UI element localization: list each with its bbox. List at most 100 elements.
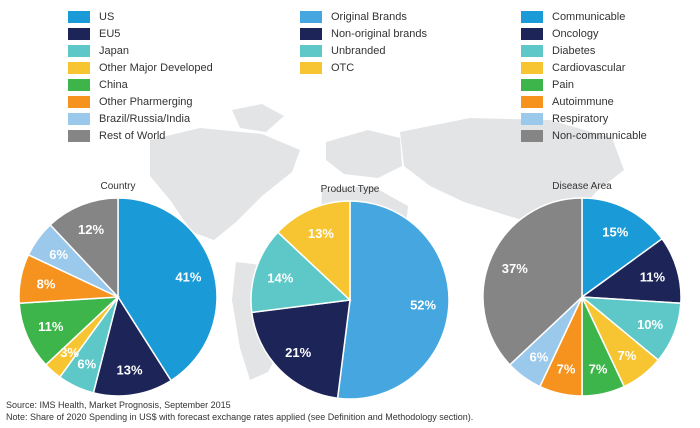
slice-label: 37% [502,261,528,276]
legend-label: Cardiovascular [552,61,626,74]
legend-item: Non-original brands [300,25,427,42]
legend-item: Autoimmune [521,93,647,110]
legend-item: Non-communicable [521,127,647,144]
slice-label: 3% [60,345,79,360]
chart-title: Product Type [321,184,380,195]
legend-product-type: Original Brands Non-original brands Unbran… [300,8,427,76]
slice-china [18,296,121,366]
legend-item: Other Major Developed [68,59,213,76]
legend-swatch [68,78,90,91]
legend-item: Cardiovascular [521,59,647,76]
legend-item: Diabetes [521,42,647,59]
legend-label: Brazil/Russia/India [99,112,191,125]
legend-swatch [521,95,543,108]
slice-label: 6% [77,356,96,371]
chart-title: Disease Area [552,181,612,192]
legend-item: US [68,8,213,25]
legend-item: EU5 [68,25,213,42]
pie-country: 41%13%6%3%11%8%6%12%Country [18,181,218,397]
legend-label: Other Pharmerging [99,95,193,108]
slice-label: 52% [410,298,436,313]
legend-label: US [99,10,115,23]
slice-oncology [579,237,682,305]
slice-label: 13% [308,226,334,241]
slice-rest-of-world [49,197,119,299]
legend-item: Original Brands [300,8,427,25]
legend-label: Non-original brands [331,27,427,40]
legend-country: US EU5 Japan Other Major Developed China Othe… [68,8,213,144]
legend-item: Japan [68,42,213,59]
legend-swatch [68,129,90,142]
legend-label: Respiratory [552,112,609,125]
legend-swatch [68,95,90,108]
slice-unbranded [250,231,352,314]
legend-swatch [300,27,322,40]
legend-label: Unbranded [331,44,386,57]
pie-product-type: 52% 21% 14% 13% Product Type [250,184,450,400]
slice-label: 7% [618,348,637,363]
legend-disease-area: Communicable Oncology Diabetes Cardiovascul… [521,8,647,144]
slice-label: 13% [116,362,142,377]
slice-otc [276,200,351,302]
slice-original-brands [336,200,450,400]
legend-label: Non-communicable [552,129,647,142]
legend-label: Rest of World [99,129,166,142]
legend-swatch [68,61,90,74]
legend-swatch [521,129,543,142]
legend-label: Japan [99,44,129,57]
slice-non-communicable [482,197,583,366]
source-note: Source: IMS Health, Market Prognosis, Se… [6,400,231,410]
legend-swatch [68,44,90,57]
legend-swatch [68,27,90,40]
legend-item: Other Pharmerging [68,93,213,110]
methodology-note: Note: Share of 2020 Spending in US$ with… [6,412,474,422]
legend-label: EU5 [99,27,121,40]
legend-label: Pain [552,78,575,91]
slice-eu5 [92,295,173,397]
legend-label: Communicable [552,10,626,23]
slice-label: 15% [602,225,628,240]
legend-swatch [300,61,322,74]
slice-label: 8% [37,276,56,291]
legend-swatch [521,78,543,91]
slice-label: 10% [637,317,663,332]
legend-swatch [68,10,90,23]
legend-label: China [99,78,128,91]
slice-label: 21% [285,345,311,360]
legend-swatch [521,10,543,23]
legend-label: OTC [331,61,355,74]
legend-label: Diabetes [552,44,596,57]
slice-label: 14% [267,270,293,285]
legend-item: Rest of World [68,127,213,144]
slice-label: 6% [49,247,68,262]
legend-swatch [68,112,90,125]
legend-item: Communicable [521,8,647,25]
slice-label: 11% [640,270,666,285]
legend-swatch [521,44,543,57]
legend-label: Original Brands [331,10,407,23]
slice-label: 7% [557,362,576,377]
legend-swatch [521,27,543,40]
slice-non-original-brands [250,299,351,400]
legend-item: Pain [521,76,647,93]
slice-label: 12% [78,222,104,237]
chart-title: Country [100,181,135,192]
legend-item: China [68,76,213,93]
legend-item: OTC [300,59,427,76]
legend-item: Brazil/Russia/India [68,110,213,127]
legend-label: Autoimmune [552,95,614,108]
legend-swatch [521,61,543,74]
pie-disease-area: 15% 11% 10% 7% 7% 7% 6% 37% Disease Area [482,181,682,397]
slice-label: 11% [38,319,64,334]
legend-item: Unbranded [300,42,427,59]
slice-label: 41% [175,270,201,285]
legend-label: Oncology [552,27,599,40]
legend-swatch [300,10,322,23]
slice-label: 7% [589,362,608,377]
legend-swatch [300,44,322,57]
slice-communicable [581,197,664,299]
slice-label: 6% [530,349,549,364]
legend-swatch [521,112,543,125]
legend-item: Oncology [521,25,647,42]
